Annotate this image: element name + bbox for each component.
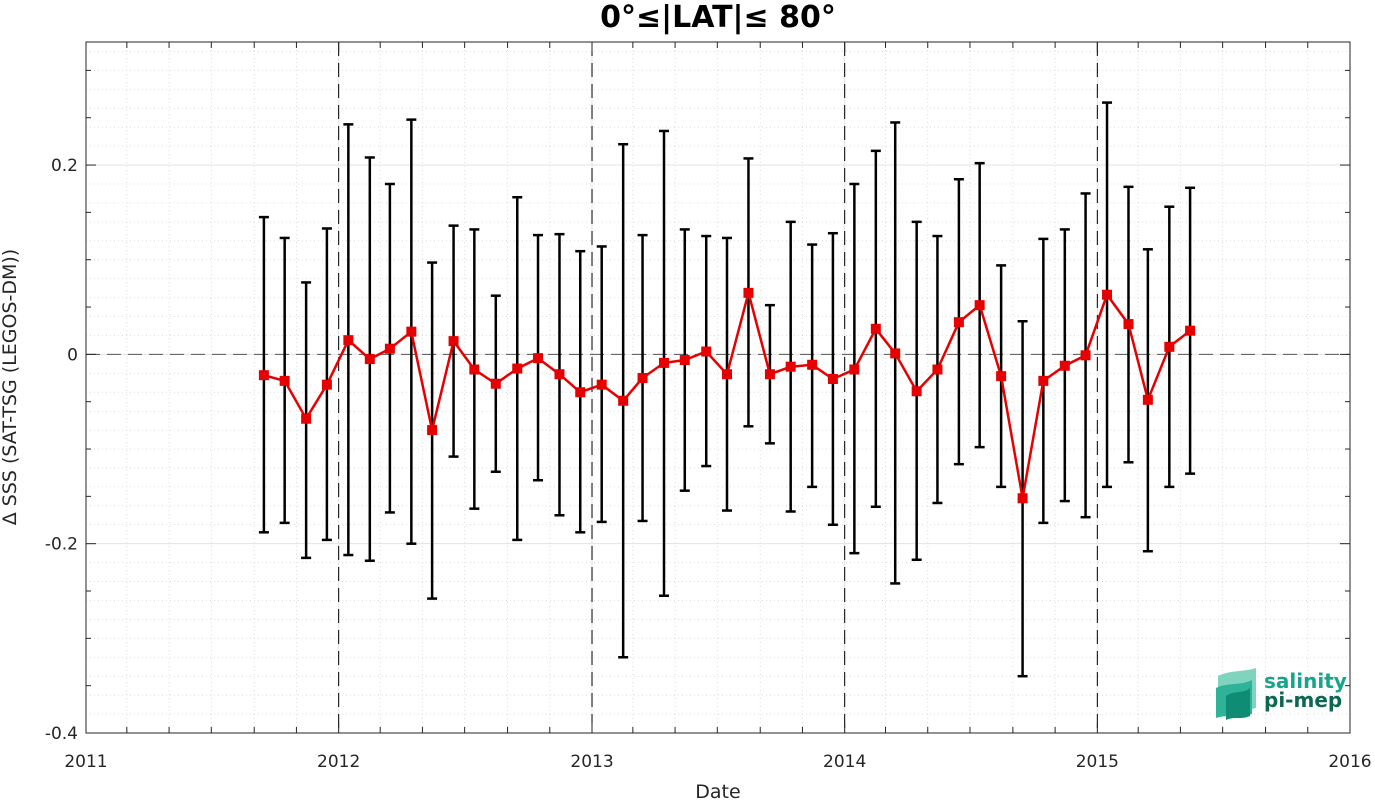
chart-title: 0°≤|LAT|≤ 80°	[600, 0, 836, 35]
data-point-marker	[258, 370, 269, 381]
x-tick-label: 2011	[64, 752, 107, 772]
reference-lines	[86, 42, 1350, 733]
x-tick-label: 2012	[317, 752, 360, 772]
data-point-marker	[618, 395, 629, 406]
data-point-marker	[827, 373, 838, 384]
x-tick-label: 2014	[823, 752, 866, 772]
data-point-marker	[1164, 341, 1175, 352]
data-point-marker	[807, 359, 818, 370]
data-point-marker	[659, 357, 670, 368]
data-point-marker	[764, 369, 775, 380]
data-point-marker	[870, 323, 881, 334]
data-point-marker	[637, 373, 648, 384]
data-point-marker	[932, 364, 943, 375]
y-axis-label: Δ SSS (SAT-TSG (LEGOS-DM))	[0, 249, 21, 525]
data-point-marker	[512, 363, 523, 374]
data-point-marker	[279, 375, 290, 386]
y-tick-label: 0	[67, 345, 78, 365]
axis-ticks	[85, 42, 1351, 734]
data-series	[258, 287, 1196, 504]
y-tick-label: -0.2	[45, 535, 78, 555]
data-point-marker	[384, 343, 395, 354]
data-point-marker	[448, 336, 459, 347]
tick-labels: 0.2 0 -0.2 -0.4 2011 2012 2013 2014 2015 2016	[45, 156, 1372, 772]
data-point-marker	[1185, 325, 1196, 336]
y-tick-label: 0.2	[51, 156, 78, 176]
salinity-pi-mep-logo: salinity pi-mep	[1216, 668, 1347, 720]
logo-wave-icon	[1216, 668, 1256, 720]
grid-layer	[85, 42, 1351, 734]
y-tick-label: -0.4	[45, 724, 78, 744]
x-tick-label: 2016	[1328, 752, 1371, 772]
data-point-marker	[575, 387, 586, 398]
data-point-marker	[427, 425, 438, 436]
data-point-marker	[974, 300, 985, 311]
x-tick-label: 2013	[570, 752, 613, 772]
data-point-marker	[1102, 289, 1113, 300]
data-point-marker	[1123, 319, 1134, 330]
logo-text-pi-mep: pi-mep	[1264, 688, 1342, 712]
data-point-marker	[406, 326, 417, 337]
data-point-marker	[343, 335, 354, 346]
logo-text-salinity: salinity	[1264, 669, 1347, 693]
data-point-marker	[743, 287, 754, 298]
data-point-marker	[321, 379, 332, 390]
data-point-marker	[721, 369, 732, 380]
data-point-marker	[364, 354, 375, 365]
data-point-marker	[679, 355, 690, 366]
x-axis-label: Date	[695, 781, 740, 801]
data-point-marker	[490, 378, 501, 389]
data-point-marker	[554, 369, 565, 380]
data-point-marker	[953, 317, 964, 328]
data-point-marker	[1017, 493, 1028, 504]
data-point-marker	[533, 353, 544, 364]
data-point-marker	[849, 364, 860, 375]
data-point-marker	[890, 348, 901, 359]
data-point-marker	[701, 346, 712, 357]
data-point-marker	[911, 386, 922, 397]
data-point-marker	[1038, 375, 1049, 386]
data-point-marker	[469, 364, 480, 375]
data-point-marker	[596, 379, 607, 390]
x-tick-label: 2015	[1076, 752, 1119, 772]
data-point-marker	[1080, 350, 1091, 361]
data-point-marker	[996, 371, 1007, 382]
plot-area-frame	[85, 41, 1351, 734]
data-point-marker	[1142, 394, 1153, 405]
data-point-marker	[785, 361, 796, 372]
data-point-marker	[301, 413, 312, 424]
data-point-marker	[1059, 360, 1070, 371]
